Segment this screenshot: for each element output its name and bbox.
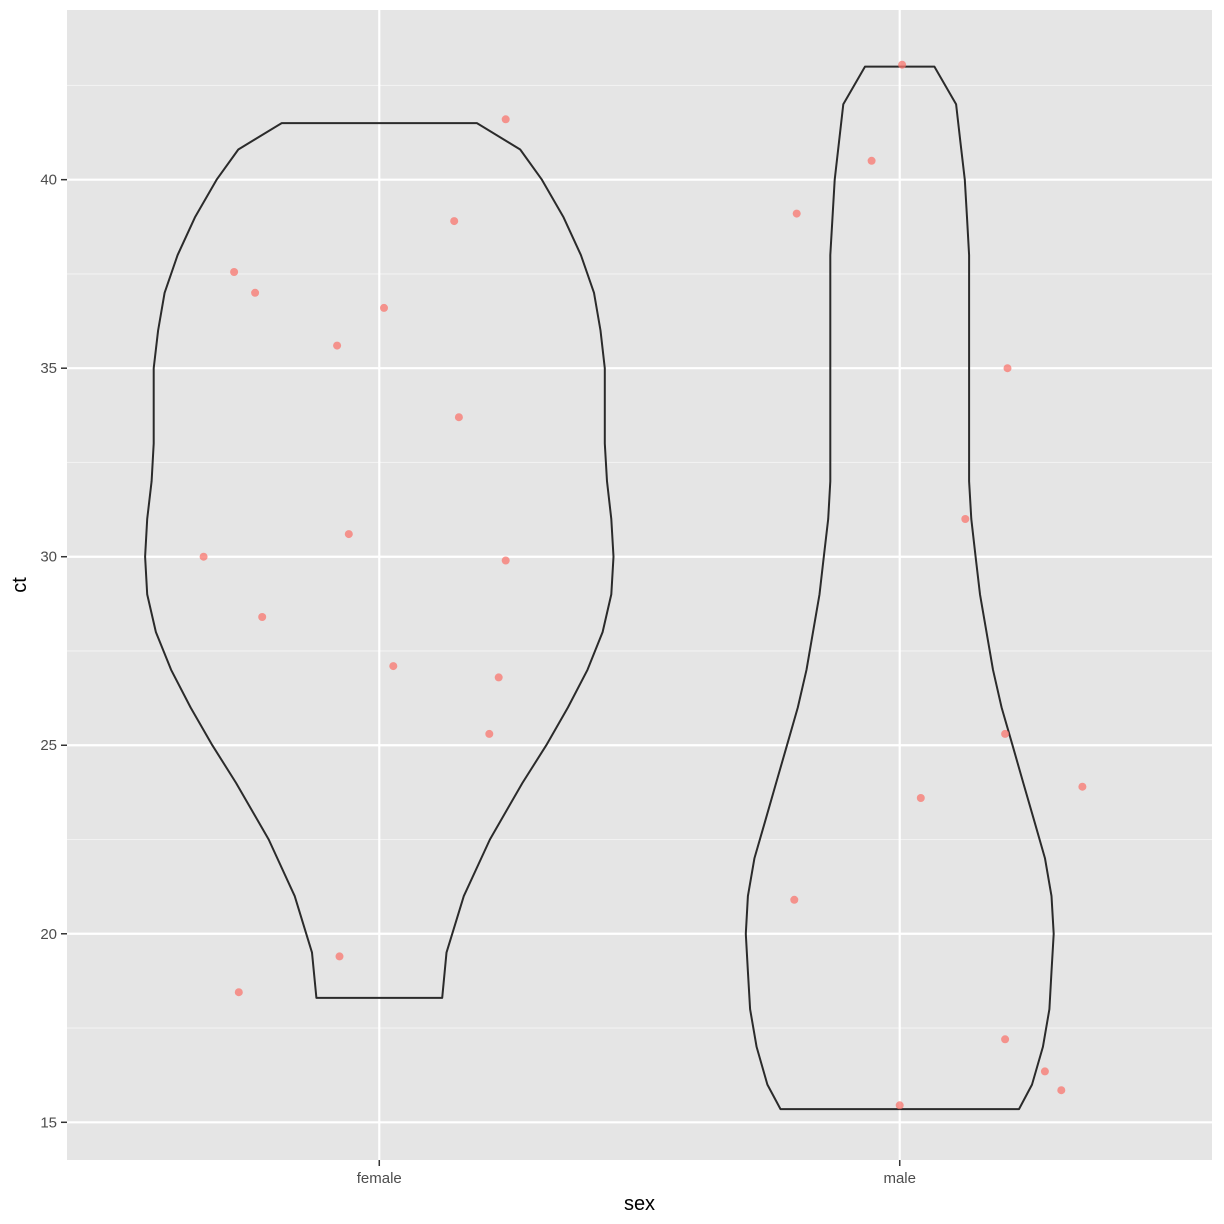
data-point-male [1001, 1035, 1010, 1044]
data-point-male [1057, 1086, 1066, 1095]
x-tick-label-female: female [357, 1170, 402, 1187]
y-axis: 15 20 25 30 35 40 [40, 172, 67, 1131]
x-axis: female male [357, 1160, 916, 1187]
data-point-female [335, 952, 344, 961]
data-point-male [867, 156, 876, 165]
jitter-points [199, 60, 1087, 1110]
data-point-male [898, 60, 907, 69]
data-point-male [1040, 1067, 1049, 1076]
data-point-male [790, 895, 799, 904]
y-tick-label: 30 [40, 549, 57, 566]
data-point-female [494, 673, 503, 682]
violins [144, 65, 1055, 1111]
data-point-female [234, 988, 243, 997]
y-tick-label: 35 [40, 360, 57, 377]
data-point-female [230, 268, 239, 276]
minor-gridlines [67, 84, 1212, 1029]
data-point-female [450, 217, 459, 226]
y-tick-label: 40 [40, 172, 57, 189]
data-point-male [1078, 782, 1087, 791]
data-point-male [792, 209, 801, 218]
data-point-male [916, 794, 925, 802]
data-point-female [485, 729, 494, 738]
data-point-female [389, 662, 398, 671]
data-point-female [251, 288, 260, 297]
violin-male [744, 65, 1055, 1111]
data-point-male [1003, 364, 1012, 373]
data-point-female [454, 413, 463, 422]
data-point-female [501, 115, 510, 124]
data-point-male [895, 1101, 904, 1110]
y-tick-label: 15 [40, 1114, 57, 1131]
data-point-female [501, 556, 510, 565]
y-axis-title: ct [9, 577, 31, 593]
y-tick-label: 20 [40, 926, 57, 943]
data-point-female [258, 613, 267, 621]
data-point-female [333, 341, 342, 350]
x-tick-label-male: male [883, 1170, 916, 1187]
data-point-female [344, 530, 353, 539]
plot-panel [67, 10, 1212, 1160]
y-tick-label: 25 [40, 737, 57, 754]
x-axis-title: sex [624, 1193, 655, 1215]
major-gridlines [67, 10, 1212, 1160]
data-point-male [1001, 729, 1010, 738]
data-point-female [380, 303, 388, 312]
data-point-female [199, 552, 208, 561]
data-point-male [961, 515, 970, 523]
violin-female [144, 122, 615, 999]
